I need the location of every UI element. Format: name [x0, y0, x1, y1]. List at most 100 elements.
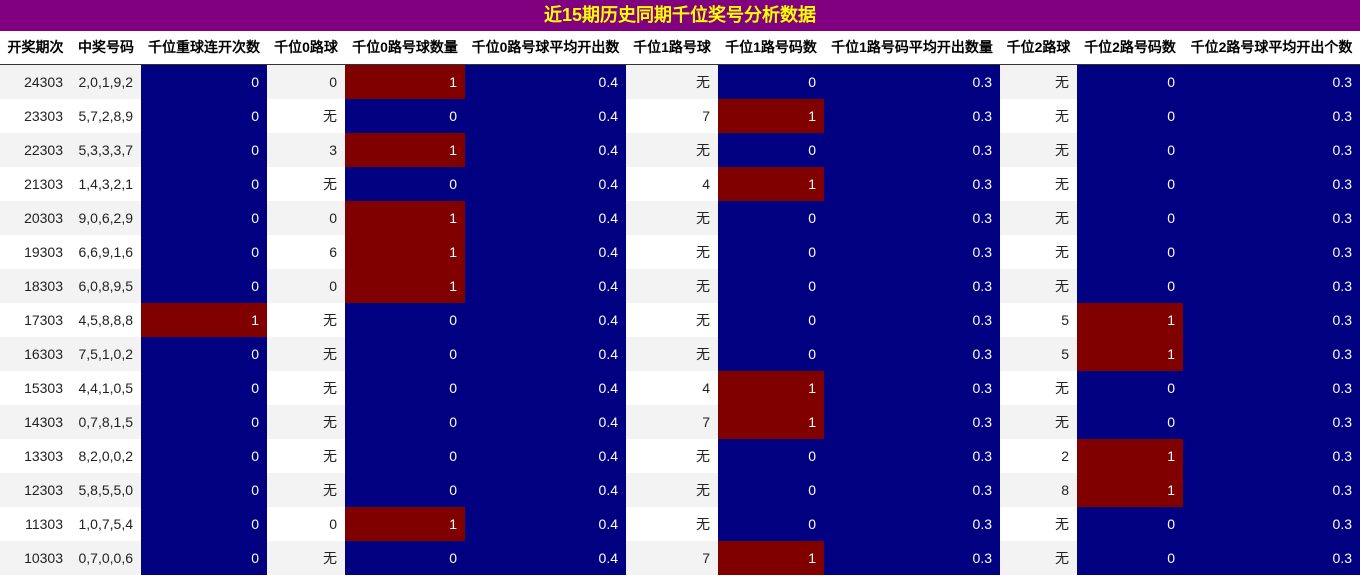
table-cell: 0 — [1077, 269, 1183, 303]
table-cell: 4,4,1,0,5 — [78, 380, 134, 396]
table-cell: 5 — [1000, 337, 1077, 371]
table-cell: 1 — [1077, 439, 1183, 473]
table-cell: 1 — [141, 303, 267, 337]
table-cell: 无 — [267, 405, 345, 439]
header-cell: 千位1路号码数 — [718, 31, 824, 65]
table-cell: 0 — [141, 235, 267, 269]
table-cell: 无 — [626, 201, 718, 235]
table-cell: 0 — [141, 167, 267, 201]
table-cell: 3 — [267, 133, 345, 167]
table-cell: 7,5,1,0,2 — [71, 337, 141, 371]
table-cell: 0 — [718, 201, 824, 235]
table-cell: 无 — [1055, 108, 1069, 124]
table-cell: 0 — [345, 303, 465, 337]
table-cell: 无 — [323, 380, 337, 396]
table-cell: 0 — [718, 65, 824, 99]
table-cell: 0 — [718, 235, 824, 269]
table-cell: 21303 — [24, 176, 63, 192]
header-cell: 千位1路号球 — [626, 31, 718, 65]
table-cell: 19303 — [24, 244, 63, 260]
header-cell: 千位0路球 — [267, 31, 345, 65]
table-cell: 0 — [345, 337, 465, 371]
table-cell: 0.3 — [824, 337, 1000, 371]
table-cell: 1 — [345, 201, 465, 235]
table-cell: 0.3 — [1183, 439, 1360, 473]
table-cell: 0 — [141, 133, 267, 167]
table-cell: 1 — [345, 133, 465, 167]
table-cell: 0.3 — [1183, 371, 1360, 405]
table-cell: 17303 — [24, 312, 63, 328]
table-cell: 无 — [267, 337, 345, 371]
table-cell: 0,7,8,1,5 — [71, 405, 141, 439]
table-cell: 0.3 — [824, 65, 1000, 99]
table-cell: 0.3 — [824, 371, 1000, 405]
table-cell: 0 — [141, 201, 267, 235]
table-cell: 0.3 — [1183, 473, 1360, 507]
table-cell: 5 — [1061, 312, 1069, 328]
table-cell: 0.3 — [824, 133, 1000, 167]
table-cell: 1 — [345, 507, 465, 541]
table-cell: 18303 — [0, 269, 71, 303]
table-cell: 0 — [345, 473, 465, 507]
table-cell: 20303 — [0, 201, 71, 235]
table-cell: 0.3 — [1183, 507, 1360, 541]
header-cell: 千位0路号球数量 — [345, 31, 465, 65]
table-cell: 0 — [1077, 371, 1183, 405]
table-cell: 0.4 — [465, 133, 626, 167]
table-cell: 无 — [267, 541, 345, 575]
table-cell: 无 — [267, 473, 345, 507]
table-cell: 0.3 — [1183, 337, 1360, 371]
header-cell: 开奖期次 — [0, 31, 71, 65]
table-cell: 0 — [141, 65, 267, 99]
table-cell: 5,8,5,5,0 — [71, 473, 141, 507]
table-cell: 8,2,0,0,2 — [78, 448, 134, 464]
table-cell: 无 — [323, 176, 337, 192]
table-cell: 0 — [1077, 99, 1183, 133]
table-cell: 无 — [696, 448, 710, 464]
table-cell: 1 — [718, 167, 824, 201]
table-cell: 0.3 — [1183, 99, 1360, 133]
table-cell: 0.4 — [465, 201, 626, 235]
table-cell: 0 — [141, 541, 267, 575]
table-cell: 0 — [345, 167, 465, 201]
table-cell: 无 — [1055, 244, 1069, 260]
table-cell: 0 — [141, 473, 267, 507]
table-cell: 0 — [345, 405, 465, 439]
table-cell: 0 — [718, 133, 824, 167]
table-cell: 7 — [702, 108, 710, 124]
table-cell: 0.3 — [1183, 269, 1360, 303]
table-cell: 0 — [718, 269, 824, 303]
table-cell: 0 — [141, 337, 267, 371]
table-cell: 2,0,1,9,2 — [71, 65, 141, 99]
table-cell: 无 — [626, 337, 718, 371]
table-cell: 7 — [626, 541, 718, 575]
table-cell: 无 — [1000, 269, 1077, 303]
header-cell: 中奖号码 — [71, 31, 141, 65]
table-cell: 0 — [1077, 201, 1183, 235]
header-cell: 千位2路号码数 — [1077, 31, 1183, 65]
table-cell: 无 — [1000, 541, 1077, 575]
table-cell: 0.3 — [1183, 167, 1360, 201]
table-cell: 1 — [718, 99, 824, 133]
table-cell: 0 — [1077, 235, 1183, 269]
table-cell: 9,0,6,2,9 — [71, 201, 141, 235]
table-cell: 1 — [345, 65, 465, 99]
header-cell: 千位0路号球平均开出数 — [465, 31, 626, 65]
table-cell: 0.4 — [465, 99, 626, 133]
table-cell: 0 — [345, 99, 465, 133]
table-cell: 0 — [718, 439, 824, 473]
table-cell: 0 — [1077, 405, 1183, 439]
table-cell: 4 — [702, 176, 710, 192]
table-cell: 0.4 — [465, 337, 626, 371]
table-cell: 6,6,9,1,6 — [78, 244, 134, 260]
table-cell: 1,0,7,5,4 — [78, 516, 134, 532]
table-cell: 1 — [718, 371, 824, 405]
table-cell: 0.3 — [1183, 541, 1360, 575]
header-cell: 千位1路号码平均开出数量 — [824, 31, 1000, 65]
table-cell: 10303 — [0, 541, 71, 575]
table-cell: 0.3 — [824, 473, 1000, 507]
table-cell: 0,7,0,0,6 — [71, 541, 141, 575]
table-cell: 无 — [696, 244, 710, 260]
table-cell: 0.3 — [1183, 235, 1360, 269]
table-cell: 0.3 — [1183, 65, 1360, 99]
